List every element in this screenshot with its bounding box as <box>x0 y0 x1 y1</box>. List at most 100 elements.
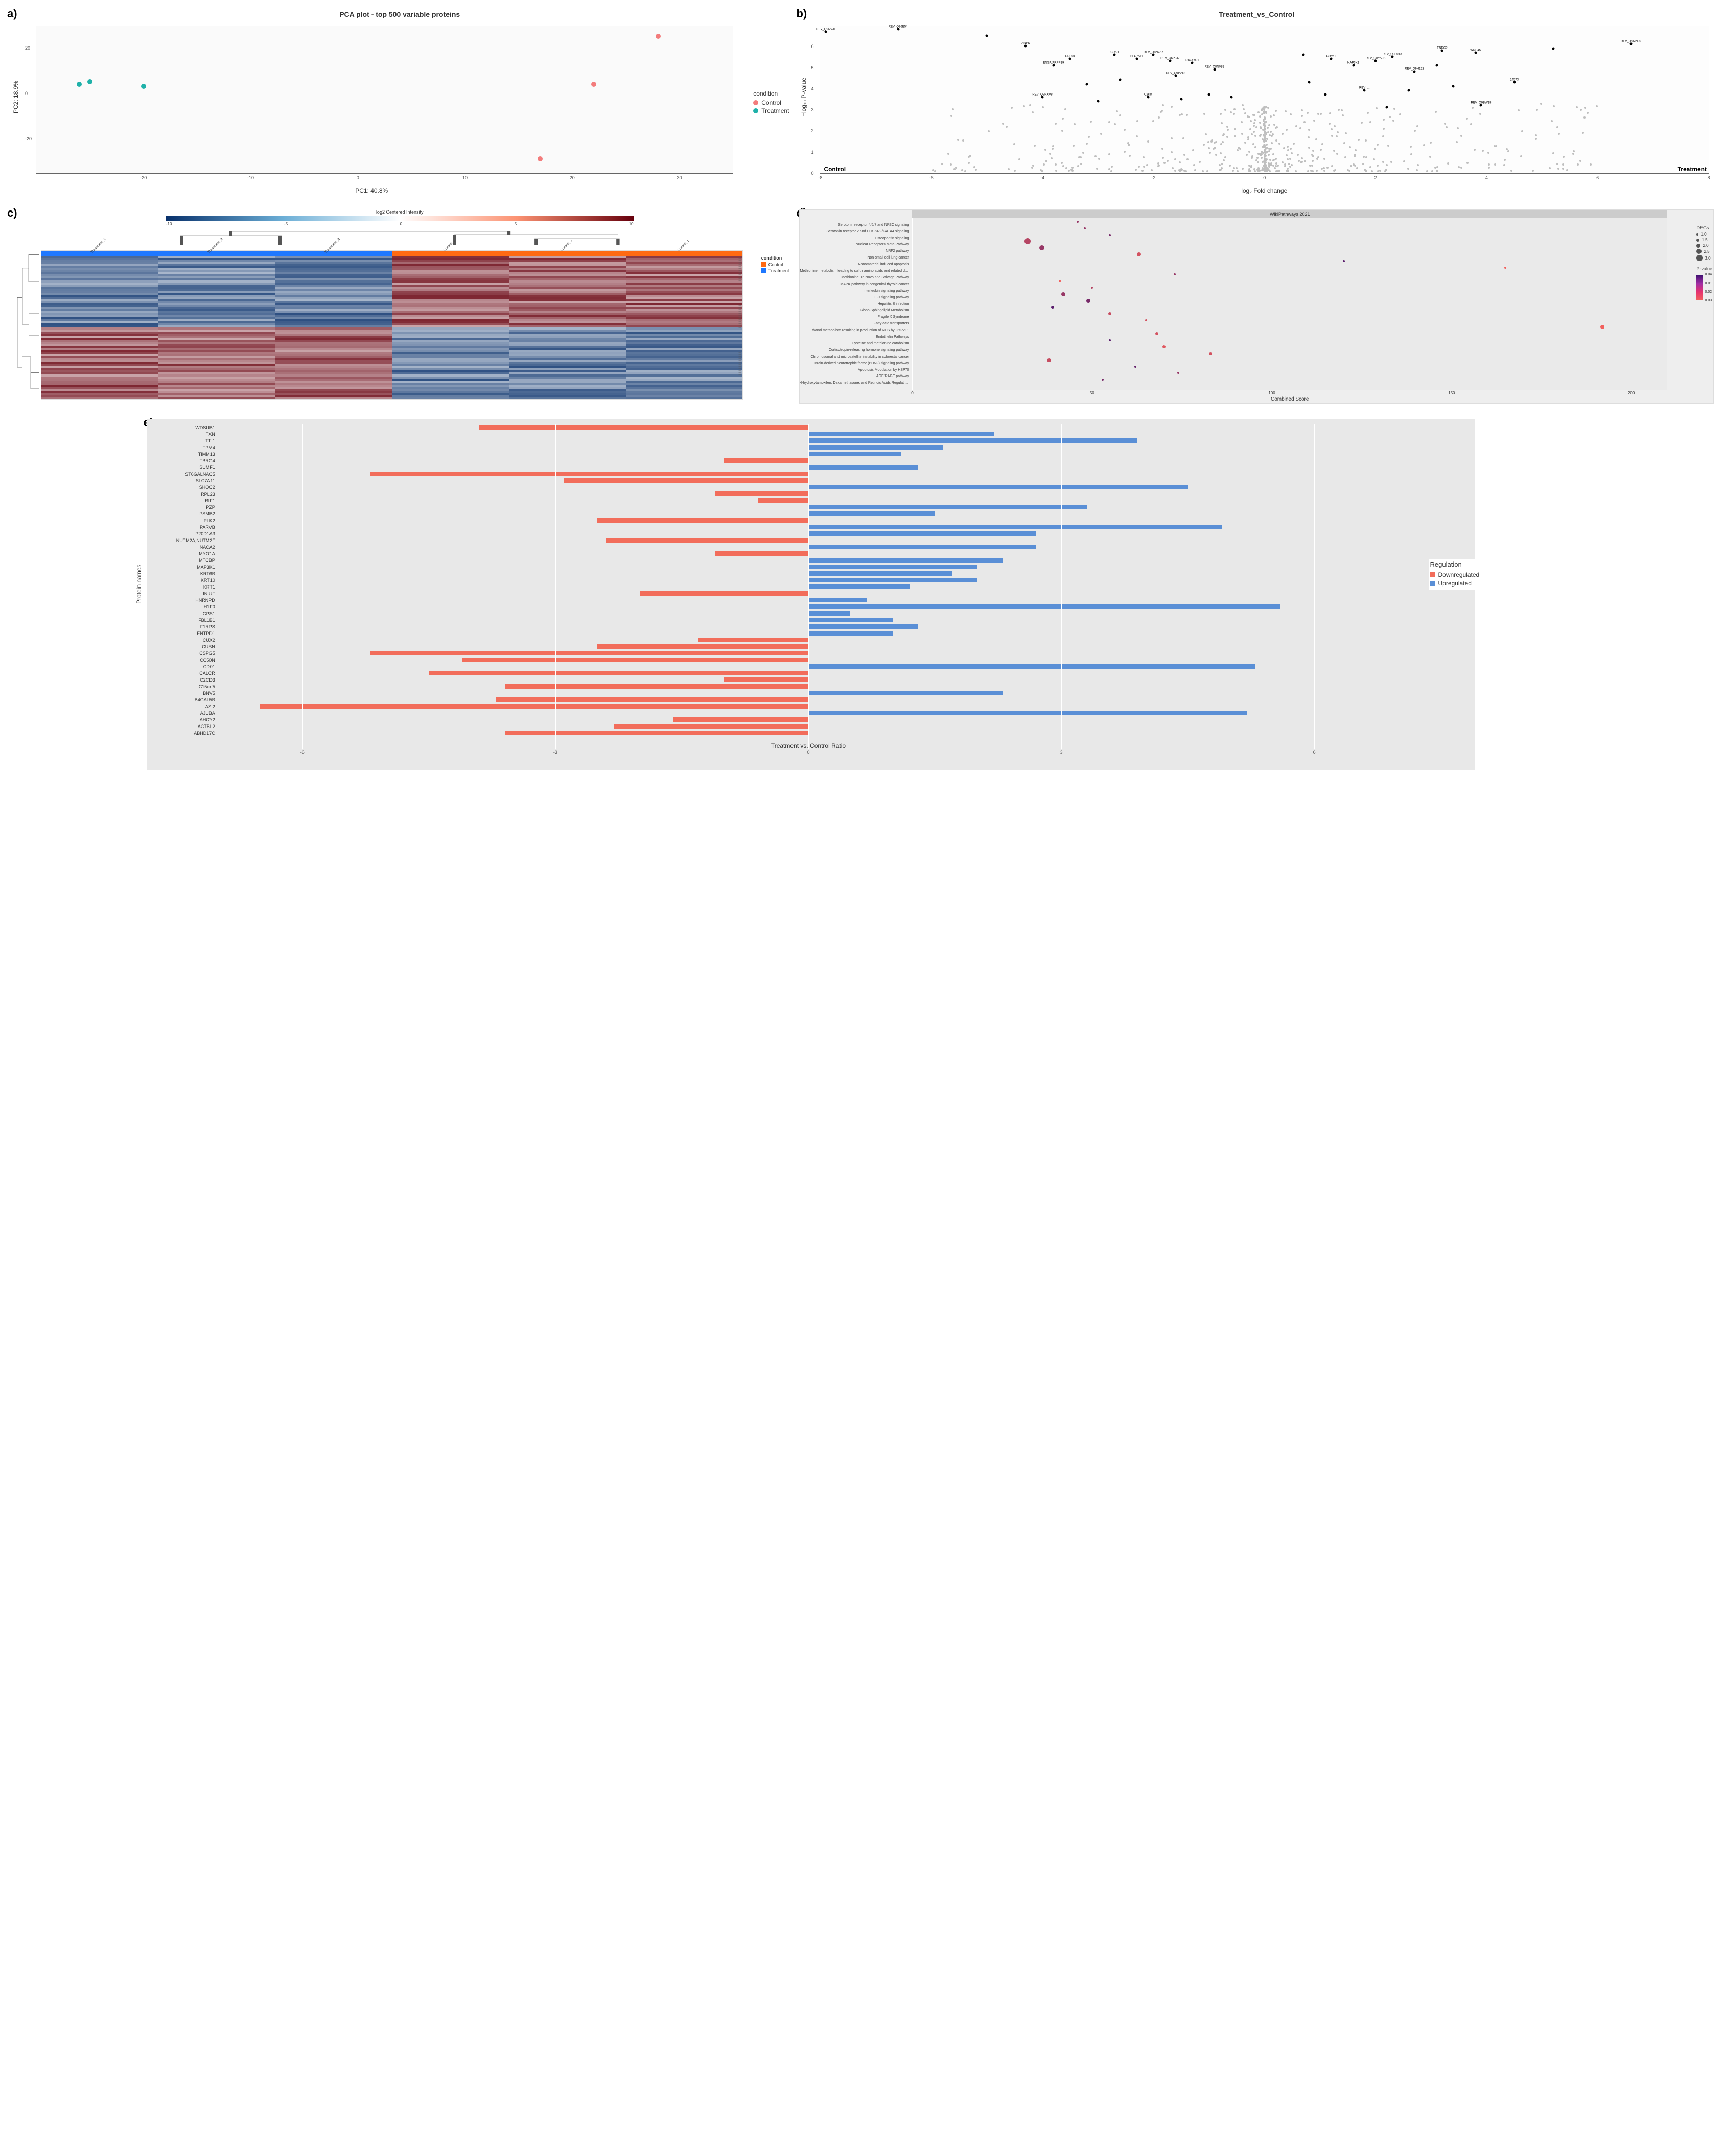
volcano-ns-point <box>1236 167 1238 169</box>
volcano-ns-point <box>957 139 959 141</box>
dot-term-label: Ethanol metabolism resulting in producti… <box>800 327 909 334</box>
volcano-ns-point <box>1269 170 1271 172</box>
dot-term-label: Fatty acid transporters <box>800 320 909 327</box>
bar-rect <box>808 505 1087 509</box>
volcano-ns-point <box>1205 133 1207 135</box>
volcano-ns-point <box>1136 120 1138 122</box>
bar-gridline <box>1061 424 1062 749</box>
pca-legend-item: Control <box>753 99 789 106</box>
legend-swatch <box>753 100 758 105</box>
row-ab: a) PCA plot - top 500 variable proteins … <box>10 10 1714 194</box>
volcano-ns-point <box>1587 112 1589 114</box>
volcano-ytick: 2 <box>811 128 813 133</box>
volcano-ns-point <box>1298 160 1300 162</box>
volcano-ns-point <box>1323 167 1325 169</box>
volcano-ns-point <box>1098 158 1100 160</box>
bar-protein-name: MTCBP <box>151 558 218 563</box>
volcano-ns-point <box>1254 146 1256 148</box>
volcano-ns-point <box>1252 143 1254 145</box>
volcano-ns-point <box>1250 120 1252 122</box>
bar-rect <box>808 445 943 450</box>
volcano-ns-point <box>1329 112 1331 114</box>
bar-rect <box>808 584 910 589</box>
volcano-ns-point <box>1209 152 1211 154</box>
volcano-ns-point <box>1266 151 1268 153</box>
panel-b-label: b) <box>796 7 807 20</box>
legend-label: 1.0 <box>1700 232 1706 237</box>
bar-rect <box>808 691 1003 695</box>
bar-rect <box>808 624 918 629</box>
bar-protein-name: TBRG4 <box>151 458 218 463</box>
volcano-point-label: REV_Q8YA0S <box>1366 57 1386 60</box>
pca-point <box>141 84 146 89</box>
volcano-ns-point <box>1393 108 1395 110</box>
volcano-ns-point <box>1262 138 1264 140</box>
volcano-ns-point <box>1143 156 1145 158</box>
volcano-ns-point <box>1143 166 1145 168</box>
heatmap: log2 Centered Intensity -10-50510 Treatm… <box>10 209 789 400</box>
volcano-ns-point <box>1234 128 1236 130</box>
volcano-ns-point <box>1275 158 1277 160</box>
bar-rect <box>698 638 808 642</box>
volcano-ns-point <box>1086 143 1088 145</box>
volcano-ns-point <box>1100 133 1102 135</box>
bar-rect <box>429 671 808 675</box>
bar-rect <box>370 472 808 476</box>
volcano-ns-point <box>1572 153 1574 155</box>
volcano-ns-point <box>1307 112 1309 114</box>
bar-rect <box>758 498 808 503</box>
heatmap-condition-legend: condition ControlTreatment <box>761 255 789 274</box>
heatmap-condition-cell <box>509 251 626 256</box>
heatmap-condition-row <box>41 251 742 256</box>
bar-rect <box>564 478 808 483</box>
legend-label: Treatment <box>768 268 789 273</box>
volcano-point-label: C2K8 <box>1144 93 1152 96</box>
bar-rect <box>808 438 1137 443</box>
volcano-ns-point <box>1563 156 1565 158</box>
volcano-ns-point <box>1583 116 1586 119</box>
volcano-ns-point <box>1183 154 1185 156</box>
bar-rect <box>479 425 808 430</box>
panel-a-label: a) <box>7 7 17 20</box>
volcano-point-label: CR/MT <box>1326 55 1336 58</box>
legend-swatch <box>761 268 766 273</box>
dot-xtick: 100 <box>1268 391 1275 395</box>
volcano-ns-point <box>1312 160 1314 162</box>
volcano-ns-point <box>1241 133 1243 135</box>
volcano-ns-point <box>1353 163 1355 166</box>
volcano-ns-point <box>1244 112 1246 114</box>
volcano-ns-point <box>1233 167 1235 169</box>
bar-xtick: 6 <box>1313 749 1316 755</box>
volcano-sig-point <box>1552 47 1554 50</box>
volcano-ns-point <box>1287 146 1289 148</box>
volcano-ns-point <box>1584 107 1586 109</box>
volcano-ns-point <box>1061 162 1063 164</box>
bar-rect <box>808 525 1222 529</box>
volcano-ns-point <box>1399 113 1401 115</box>
pca-ylabel: PC2: 18.9% <box>12 20 19 174</box>
dot-xlabel: Combined Score <box>912 396 1667 402</box>
heatmap-cell <box>41 397 158 399</box>
pca-legend-title: condition <box>753 90 789 97</box>
volcano-ns-point <box>1288 163 1290 165</box>
volcano-ns-point <box>1247 138 1249 140</box>
volcano-ns-point <box>1365 139 1367 142</box>
volcano-plot: -8-6-4-2024680123456REV_Q9NVJ1REV_Q96E54… <box>799 20 1714 194</box>
volcano-ns-point <box>1556 126 1558 128</box>
volcano-ns-point <box>1377 170 1379 172</box>
pca-xtick: 20 <box>570 175 575 180</box>
volcano-ns-point <box>1282 161 1284 163</box>
pca-legend-item: Treatment <box>753 107 789 114</box>
volcano-ns-point <box>1278 143 1280 145</box>
volcano-ns-point <box>1344 156 1346 158</box>
bar-protein-name: C2CD3 <box>151 677 218 683</box>
volcano-ns-point <box>1382 135 1384 137</box>
volcano-ns-point <box>1263 124 1265 126</box>
bar-rect <box>808 571 952 576</box>
volcano-ns-point <box>1407 168 1409 170</box>
dot-point <box>1343 260 1345 262</box>
volcano-ns-point <box>1466 118 1468 120</box>
row-cd: c) log2 Centered Intensity -10-50510 Tre… <box>10 209 1714 404</box>
volcano-ns-point <box>1536 109 1538 111</box>
volcano-ns-point <box>1576 106 1578 108</box>
